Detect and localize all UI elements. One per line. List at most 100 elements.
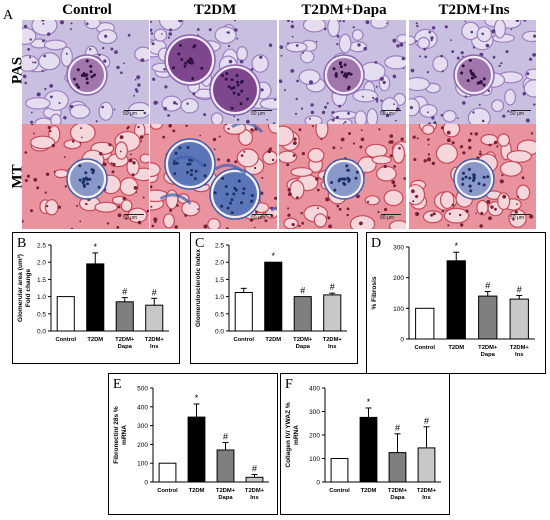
y-tick-label: 0 [144,480,148,487]
y-tick-label: 1.0 [215,294,224,301]
column-header-t2dm-dapa: T2DM+Dapa [301,2,387,18]
scale-bar-label: 50 μm [380,215,394,221]
category-label: T2DM [87,337,103,343]
significance-mark: * [195,393,199,403]
chart-d-letter: D [371,236,382,251]
significance-mark: # [517,284,522,294]
y-axis-label: Glomerulosclerotic Index [195,249,202,327]
y-axis-label: mRNA [293,425,300,445]
y-axis-label: Fold change [25,268,32,307]
y-tick-label: 0.5 [37,311,46,318]
bar-3 [293,296,312,332]
bar-4 [145,304,164,332]
category-label: T2DM+ [388,488,408,494]
pas-micrograph-4: 50 μm [409,20,536,125]
mt-micrograph-1: 50 μm [22,124,149,229]
chart-d: D 0 100 200 300 % Fibrosis Control * T2DM # T2DM+… [366,232,546,374]
bar-3 [478,295,498,340]
column-header-t2dm-ins: T2DM+Ins [438,2,510,18]
significance-mark: * [454,241,458,251]
pas-micrograph-3: 50 μm [279,20,406,125]
category-label: Dapa [218,495,233,501]
bar-4 [323,294,342,332]
bar-1 [330,458,349,483]
category-label: T2DM+ [293,337,313,343]
category-label: Control [414,345,435,351]
y-tick-label: 300 [393,245,404,252]
category-label: T2DM+ [478,345,498,351]
y-tick-label: 500 [137,386,148,393]
bar-4 [509,298,529,340]
category-label: T2DM+ [245,488,265,494]
y-tick-label: 300 [137,423,148,430]
chart-d-svg: 0 100 200 300 % Fibrosis Control * T2DM # T2DM+Da… [371,241,535,358]
y-tick-label: 2.5 [215,243,224,250]
column-header-control: Control [62,2,112,18]
category-label: Dapa [118,344,133,350]
significance-mark: # [300,286,305,296]
bar-2 [359,416,378,483]
scale-bar: 50 μm [123,214,144,224]
y-axis-label: Glomerular area (um²) [17,254,24,322]
chart-b: B 0.0 0.5 1.0 1.5 2.0 2.5 Glomerular area (um²… [12,232,180,364]
scale-bar: 50 μm [251,110,272,120]
scale-bar-label: 50 μm [510,111,524,117]
scale-bar-label: 50 μm [251,215,265,221]
scale-bar: 50 μm [380,110,401,120]
scale-bar-label: 50 μm [510,215,524,221]
bar-2 [446,260,466,340]
y-tick-label: 1.5 [215,277,224,284]
significance-mark: * [367,397,371,407]
y-tick-label: 0.0 [37,329,46,336]
significance-mark: # [152,287,157,297]
y-tick-label: 100 [393,306,404,313]
y-axis-label: Fibronectin/ 28s % [113,406,120,464]
bar-1 [56,296,75,332]
y-tick-label: 100 [137,461,148,468]
chart-c-letter: C [195,236,205,251]
bar-3 [388,452,407,483]
bar-4 [245,476,264,483]
category-label: Ins [328,344,336,350]
panel-a-letter: A [3,8,14,23]
mt-micrograph-4: 50 μm [409,124,536,229]
scale-bar-label: 50 μm [123,111,137,117]
y-tick-label: 2.0 [215,260,224,267]
category-label: Ins [515,352,523,358]
bar-1 [234,292,253,332]
category-label: Control [233,337,254,343]
scale-bar-label: 50 μm [123,215,137,221]
scale-bar-label: 50 μm [380,111,394,117]
category-label: Dapa [481,352,496,358]
y-tick-label: 0 [400,337,404,344]
category-label: T2DM [189,488,205,494]
pas-micrograph-2: 50 μm [150,20,277,125]
scale-bar: 50 μm [380,214,401,224]
significance-mark: * [93,242,97,252]
category-label: T2DM+ [323,337,343,343]
scale-bar: 50 μm [251,214,272,224]
category-label: T2DM+ [145,337,165,343]
y-axis-label: Collagen IV/ YWAZ % [285,402,292,467]
y-tick-label: 200 [309,433,320,440]
chart-f-svg: 0 100 200 300 400 Collagen IV/ YWAZ % mRNA Cont… [285,386,441,501]
bar-2 [187,416,206,483]
pas-micrograph-1: 50 μm [22,20,149,125]
category-label: Control [329,488,350,494]
mt-micrograph-3: 50 μm [279,124,406,229]
significance-mark: # [252,463,257,473]
category-label: Control [55,337,76,343]
category-label: T2DM [361,488,377,494]
category-label: T2DM [448,345,464,351]
column-header-t2dm: T2DM [193,2,237,18]
significance-mark: # [330,282,335,292]
y-tick-label: 2.5 [37,243,46,250]
category-label: T2DM [265,337,281,343]
significance-mark: # [122,287,127,297]
y-tick-label: 200 [393,275,404,282]
y-axis-label: % Fibrosis [371,276,378,309]
bar-1 [415,307,435,340]
y-tick-label: 0.0 [215,329,224,336]
y-tick-label: 1.0 [37,294,46,301]
chart-f: F 0 100 200 300 400 Collagen IV/ YWAZ % mRNA Co… [280,373,450,515]
